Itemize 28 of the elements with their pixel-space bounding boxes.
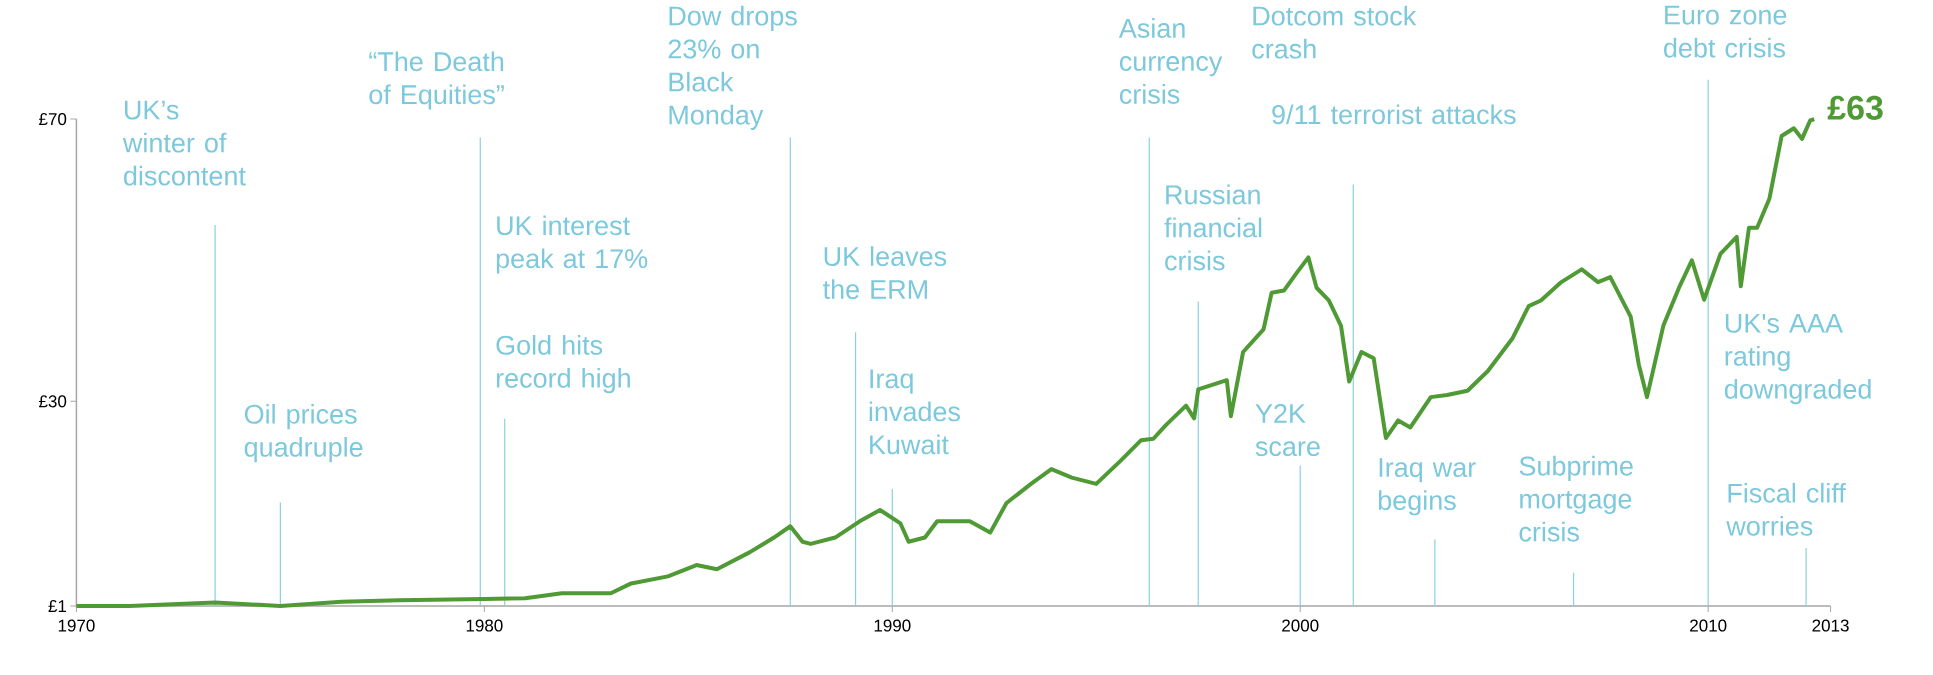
ref-line-label: Oil prices quadruple <box>244 403 363 463</box>
x-tick-label: 2000 <box>1282 619 1319 632</box>
ref-line-label: Asian currency crisis <box>1118 18 1223 104</box>
ref-line-label: 9/11 terrorist attacks <box>1272 104 1516 125</box>
ref-line-label: UK’s winter of discontent <box>122 100 246 186</box>
y-tick-label: £70 <box>39 113 67 126</box>
ref-line-label: UK leaves the ERM <box>823 246 947 300</box>
ref-line-label: Subprime mortgage crisis <box>1519 455 1633 542</box>
ref-line-label: Fiscal cliff worries <box>1726 482 1846 536</box>
x-tick-label: 1970 <box>58 619 95 632</box>
ref-line-label: Dow drops 23% on Black Monday <box>668 5 797 130</box>
y-tick-label: £1 <box>48 600 67 612</box>
ref-line-label: Euro zone debt crisis <box>1664 5 1787 58</box>
ref-line-label: Y2K scare <box>1255 404 1320 457</box>
ref-line-label: Russian financial crisis <box>1164 184 1262 271</box>
x-tick-label: 2010 <box>1690 619 1727 632</box>
annotation: UK interest peak at 17% <box>496 215 648 274</box>
x-tick-label: 1980 <box>466 619 503 632</box>
x-tick-label: 1990 <box>874 619 911 632</box>
x-tick-label: 2013 <box>1812 619 1849 632</box>
ref-line-label: Gold hits record high <box>496 334 630 394</box>
y-tick-label: £30 <box>39 395 67 408</box>
ref-line-label: “The Death of Equities” <box>369 51 504 110</box>
ref-line-label: Iraq war begins <box>1378 458 1476 516</box>
ref-line-label: Iraq invades Kuwait <box>869 369 960 455</box>
annotation: UK's AAA rating downgraded <box>1724 313 1871 405</box>
text: Dotcom stock crash <box>1252 5 1417 59</box>
annotation: £63 <box>1827 95 1883 120</box>
